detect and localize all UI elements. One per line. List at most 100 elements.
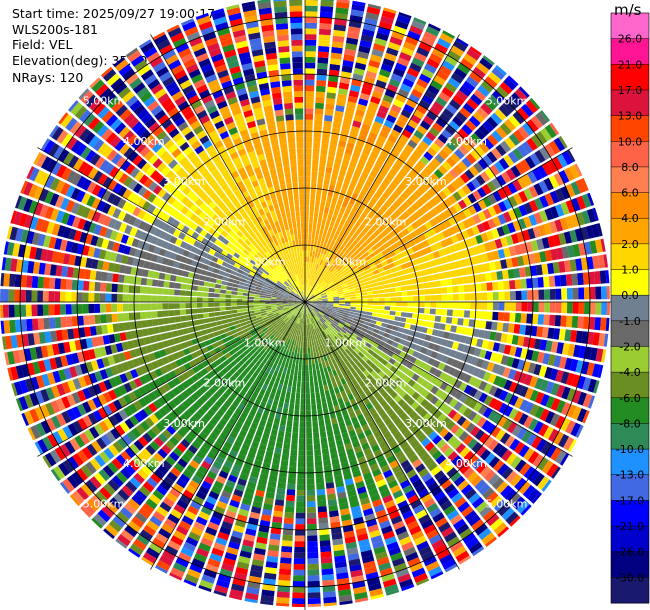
velocity-gate	[202, 308, 209, 313]
velocity-gate	[447, 366, 456, 376]
velocity-gate	[374, 374, 382, 382]
velocity-gate	[460, 172, 470, 184]
velocity-gate	[398, 258, 406, 265]
velocity-gate	[564, 260, 572, 273]
velocity-gate	[26, 275, 33, 288]
velocity-gate	[543, 426, 554, 440]
velocity-gate	[495, 353, 504, 364]
velocity-gate	[358, 231, 366, 238]
velocity-gate	[370, 363, 377, 370]
velocity-gate	[342, 182, 349, 190]
velocity-gate	[295, 507, 305, 513]
velocity-gate	[415, 199, 424, 208]
velocity-gate	[519, 399, 529, 412]
velocity-gate	[404, 323, 411, 329]
velocity-gate	[386, 83, 398, 93]
velocity-gate	[597, 364, 604, 379]
velocity-gate	[324, 236, 329, 244]
velocity-gate	[458, 404, 468, 415]
velocity-gate	[499, 81, 513, 95]
velocity-gate	[440, 355, 449, 364]
velocity-gate	[400, 285, 407, 291]
velocity-gate	[309, 375, 314, 382]
velocity-gate	[320, 6, 334, 13]
velocity-gate	[412, 313, 419, 319]
velocity-gate	[350, 155, 359, 164]
velocity-gate	[327, 80, 338, 88]
velocity-gate	[405, 279, 412, 285]
velocity-gate	[332, 309, 338, 313]
velocity-gate	[305, 108, 314, 115]
velocity-gate	[447, 409, 458, 419]
velocity-gate	[328, 251, 333, 258]
velocity-gate	[337, 332, 344, 338]
velocity-gate	[311, 176, 317, 183]
velocity-gate	[462, 80, 476, 93]
velocity-gate	[531, 350, 540, 362]
velocity-gate	[118, 322, 125, 332]
velocity-gate	[312, 310, 317, 316]
velocity-gate	[318, 246, 323, 254]
velocity-gate	[439, 443, 451, 454]
velocity-gate	[575, 424, 584, 438]
velocity-gate	[591, 223, 600, 238]
velocity-gate	[427, 274, 435, 282]
velocity-gate	[349, 179, 358, 187]
velocity-gate	[463, 53, 477, 66]
velocity-gate	[398, 275, 406, 281]
velocity-gate	[383, 241, 391, 249]
velocity-gate	[374, 115, 385, 125]
velocity-gate	[431, 266, 439, 274]
velocity-gate	[312, 228, 316, 235]
velocity-gate	[336, 1, 350, 9]
velocity-gate	[301, 376, 305, 382]
velocity-gate	[418, 73, 432, 84]
velocity-gate	[394, 377, 403, 385]
velocity-gate	[334, 282, 341, 287]
velocity-gate	[377, 285, 384, 290]
velocity-gate	[361, 302, 368, 305]
velocity-gate	[318, 165, 326, 173]
velocity-gate	[305, 381, 310, 388]
velocity-gate	[464, 257, 472, 267]
velocity-gate	[343, 342, 350, 349]
velocity-gate	[411, 179, 421, 189]
velocity-gate	[416, 257, 424, 264]
velocity-gate	[99, 293, 106, 302]
velocity-gate	[601, 349, 607, 363]
velocity-gate	[363, 166, 371, 175]
velocity-gate	[523, 188, 534, 201]
velocity-gate	[428, 406, 438, 416]
velocity-gate	[500, 432, 511, 445]
velocity-gate	[534, 149, 546, 163]
velocity-gate	[544, 124, 557, 139]
velocity-gate	[346, 37, 359, 45]
velocity-gate	[320, 545, 332, 553]
velocity-gate	[388, 238, 396, 246]
velocity-gate	[599, 270, 607, 284]
velocity-gate	[435, 294, 442, 301]
velocity-gate	[478, 243, 487, 254]
velocity-gate	[526, 313, 533, 324]
velocity-gate	[453, 40, 468, 52]
velocity-gate	[398, 153, 408, 163]
velocity-gate	[348, 90, 360, 98]
velocity-gate	[429, 198, 438, 207]
velocity-gate	[340, 164, 348, 172]
velocity-gate	[174, 309, 181, 316]
velocity-gate	[305, 79, 315, 86]
velocity-gate	[418, 295, 425, 301]
velocity-gate	[307, 575, 320, 582]
velocity-gate	[450, 270, 457, 278]
velocity-gate	[291, 363, 296, 370]
velocity-gate	[459, 446, 471, 458]
velocity-gate	[420, 422, 430, 433]
velocity-gate	[417, 313, 424, 320]
velocity-gate	[353, 213, 361, 221]
velocity-gate	[459, 463, 471, 475]
velocity-gate	[363, 117, 373, 126]
velocity-gate	[396, 14, 411, 25]
velocity-gate	[353, 330, 360, 336]
velocity-gate	[317, 258, 321, 265]
velocity-gate	[386, 339, 394, 346]
